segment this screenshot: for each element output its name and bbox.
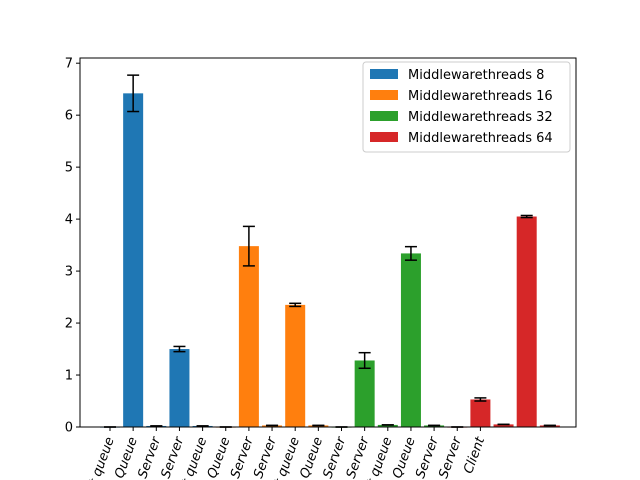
y-axis: 0 1 2 3 4 5 6 7: [65, 57, 80, 436]
error-bar-1-2: [127, 74, 140, 113]
bar-4-2: [470, 399, 491, 427]
legend-label-2: Middlewarethreads 16: [408, 89, 553, 104]
bar-2-3: [262, 425, 283, 427]
bar-4-3: [493, 424, 514, 427]
bar-1-4: [169, 349, 190, 427]
bar-3-2: [354, 360, 375, 427]
y-tick-label-0: 0: [65, 421, 73, 436]
bar-2-2: [238, 246, 259, 427]
error-bar-2-4: [289, 302, 302, 308]
y-tick-label-3: 3: [65, 265, 73, 280]
y-tick-label-5: 5: [65, 161, 73, 176]
legend-label-3: Middlewarethreads 32: [408, 110, 553, 125]
x-tick-label-16: Client: [461, 434, 488, 475]
bar-2-5: [308, 425, 329, 427]
legend-swatch-3: [370, 111, 398, 121]
error-bar-3-2: [358, 351, 371, 370]
bar-3-4: [400, 253, 421, 427]
legend-label-4: Middlewarethreads 64: [408, 131, 553, 146]
axes-frame: [79, 57, 577, 428]
y-tick-label-7: 7: [65, 57, 73, 72]
legend-swatch-4: [370, 132, 398, 142]
legend: Middlewarethreads 8 Middlewarethreads 16 M…: [362, 61, 571, 153]
legend-swatch-2: [370, 90, 398, 100]
y-tick-label-2: 2: [65, 317, 73, 332]
bar-1-2: [123, 93, 144, 427]
error-bar-4-4: [520, 214, 533, 219]
error-bar-4-2: [474, 397, 487, 402]
y-tick-label-1: 1: [65, 369, 73, 384]
legend-label-1: Middlewarethreads 8: [408, 68, 544, 83]
bars: [100, 93, 560, 428]
bar-4-4: [516, 216, 537, 427]
bar-4-5: [539, 425, 560, 427]
bar-3-5: [424, 425, 445, 427]
error-bar-1-4: [173, 345, 186, 353]
y-tick-label-6: 6: [65, 109, 73, 124]
legend-swatch-1: [370, 69, 398, 79]
error-bar-2-2: [242, 225, 255, 267]
bar-3-3: [377, 424, 398, 427]
x-tick-label-0: Client queue: [75, 435, 117, 480]
bar-2-4: [285, 304, 306, 427]
legend-box: [362, 61, 571, 153]
y-tick-label-4: 4: [65, 213, 73, 228]
error-bar-3-4: [404, 245, 417, 261]
